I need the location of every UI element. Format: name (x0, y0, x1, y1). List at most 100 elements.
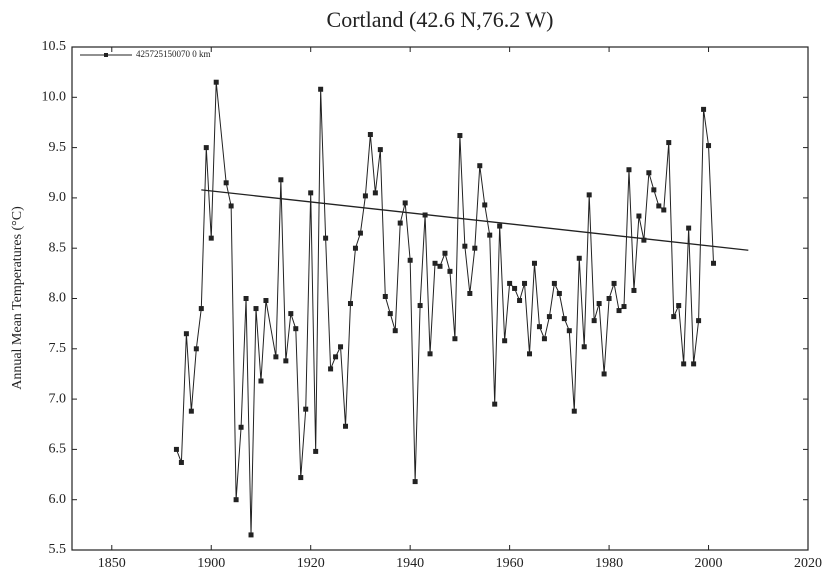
data-point (467, 290, 473, 296)
data-point (686, 225, 692, 231)
data-point (457, 133, 463, 139)
data-point (233, 497, 239, 503)
data-point (541, 336, 547, 342)
x-tick-label: 1920 (297, 556, 325, 571)
chart-title: Cortland (42.6 N,76.2 W) (327, 7, 554, 32)
data-point (328, 366, 334, 372)
legend-text: 425725150070 0 km (136, 49, 211, 59)
data-point (666, 140, 672, 146)
data-point (402, 200, 408, 206)
trend-line (201, 189, 749, 251)
y-tick-label: 10.5 (42, 39, 67, 54)
data-point (681, 361, 687, 367)
data-point (248, 532, 254, 538)
data-point (536, 324, 542, 330)
data-point (656, 203, 662, 209)
data-point (178, 459, 184, 465)
y-tick-label: 5.5 (49, 542, 67, 557)
data-point (447, 268, 453, 274)
data-point (382, 293, 388, 299)
data-point (278, 177, 284, 183)
x-tick-label: 1940 (396, 556, 424, 571)
data-point (531, 260, 537, 266)
data-point (646, 170, 652, 176)
data-point (522, 280, 528, 286)
data-point (581, 344, 587, 350)
x-tick-label: 1900 (197, 556, 225, 571)
data-point (288, 311, 294, 317)
data-point (442, 250, 448, 256)
data-point (338, 344, 344, 350)
data-point (253, 306, 259, 312)
data-point (343, 423, 349, 429)
data-point (357, 230, 363, 236)
data-point (551, 280, 557, 286)
y-tick-label: 7.0 (49, 391, 67, 406)
data-point (313, 448, 319, 454)
plot-frame (71, 46, 809, 551)
data-point (238, 424, 244, 430)
data-point (621, 304, 627, 310)
data-point (427, 351, 433, 357)
data-point (711, 260, 717, 266)
y-tick-label: 9.5 (49, 140, 67, 155)
data-point (611, 280, 617, 286)
data-point (228, 203, 234, 209)
data-point (487, 232, 493, 238)
data-point (263, 298, 269, 304)
x-tick-label: 1980 (595, 556, 623, 571)
data-point (367, 132, 373, 138)
data-point (372, 190, 378, 196)
data-point (193, 346, 199, 352)
y-tick-label: 9.0 (49, 190, 67, 205)
x-tick-label: 1850 (98, 556, 126, 571)
data-point (452, 336, 458, 342)
data-point (596, 301, 602, 307)
data-point (497, 223, 503, 229)
data-point (362, 193, 368, 199)
data-point (333, 354, 339, 360)
data-point (546, 314, 552, 320)
data-point (561, 316, 567, 322)
data-point (308, 190, 314, 196)
data-point (432, 260, 438, 266)
data-point (482, 202, 488, 208)
data-point (298, 475, 304, 481)
data-point (203, 145, 209, 151)
data-point (641, 237, 647, 243)
data-point (392, 328, 398, 334)
data-point (517, 298, 523, 304)
data-point (273, 354, 279, 360)
data-point (318, 86, 324, 92)
data-point (566, 328, 572, 334)
y-tick-label: 7.5 (49, 341, 67, 356)
data-point (651, 187, 657, 193)
data-point (462, 243, 468, 249)
data-point (183, 331, 189, 337)
data-point (591, 318, 597, 324)
data-point (671, 314, 677, 320)
data-point (706, 143, 712, 149)
data-point (512, 285, 518, 291)
data-point (507, 280, 513, 286)
y-axis-label: Annual Mean Temperatures (°C) (10, 206, 25, 390)
data-point (631, 287, 637, 293)
y-tick-label: 8.5 (49, 240, 67, 255)
data-point (208, 235, 214, 241)
data-point (556, 290, 562, 296)
data-point (492, 401, 498, 407)
y-tick-label: 10.0 (42, 90, 67, 105)
data-point (188, 408, 194, 414)
data-point (701, 106, 707, 112)
data-point (283, 358, 289, 364)
y-tick-label: 6.5 (49, 442, 67, 457)
data-point (258, 378, 264, 384)
data-point (676, 303, 682, 309)
data-point (387, 311, 393, 317)
data-point (477, 163, 483, 169)
y-tick-label: 6.0 (49, 492, 67, 507)
data-point (173, 446, 179, 452)
data-point (601, 371, 607, 377)
